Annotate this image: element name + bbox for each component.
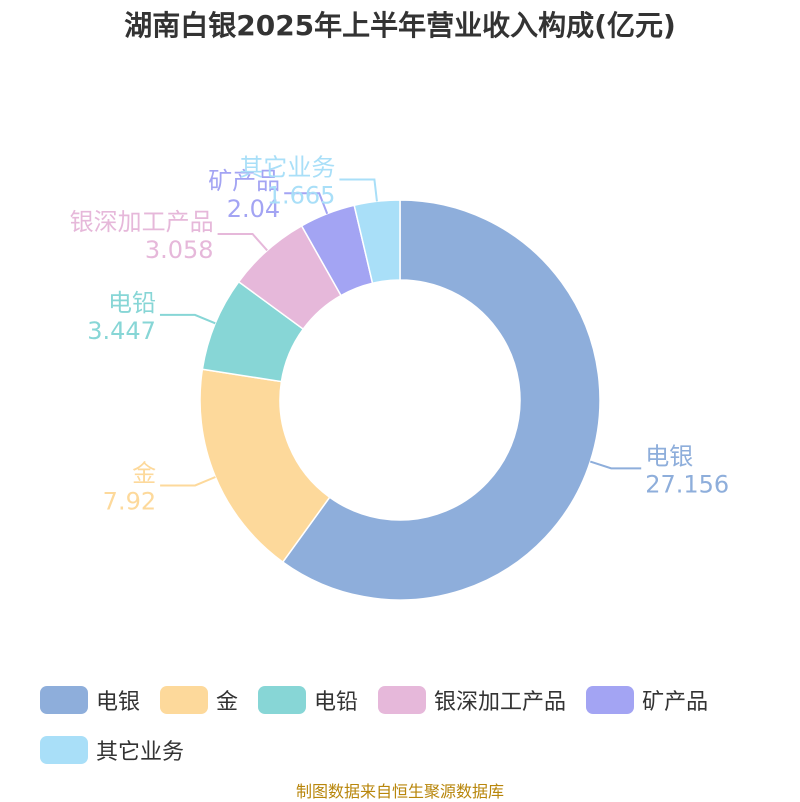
legend-label: 银深加工产品 <box>434 690 567 715</box>
slice-label-value: 7.92 <box>103 487 156 515</box>
leader-line <box>284 192 329 215</box>
chart-title: 湖南白银2025年上半年营业收入构成(亿元) <box>124 9 676 42</box>
leader-line <box>159 313 216 325</box>
slice-label-name: 电铅 <box>108 289 156 317</box>
slice-label-name: 电银 <box>645 442 693 470</box>
slice-label-name: 其它业务 <box>239 153 335 181</box>
leader-line <box>217 233 268 252</box>
donut-slice-其它业务[interactable] <box>353 199 401 285</box>
source-note: 制图数据来自恒生聚源数据库 <box>295 782 504 801</box>
legend-swatch <box>160 686 209 714</box>
slice-label-value: 27.156 <box>645 470 729 498</box>
legend-label: 其它业务 <box>96 740 185 765</box>
legend-label: 电铅 <box>314 690 359 715</box>
legend-swatch <box>378 686 427 714</box>
donut-slice-电银[interactable] <box>281 199 601 601</box>
slice-label-name: 金 <box>132 459 156 487</box>
legend: 电银 金 电铅 银深加工产品 矿产品 其它业务 <box>40 684 780 766</box>
slice-label-value: 1.665 <box>267 181 336 209</box>
slice-label-value: 2.04 <box>227 195 280 223</box>
legend-item-金[interactable]: 金 <box>160 684 238 716</box>
legend-swatch <box>258 686 307 714</box>
slice-label-value: 3.058 <box>145 236 214 264</box>
leader-line <box>160 476 216 487</box>
legend-label: 矿产品 <box>642 690 709 715</box>
slice-label-name: 银深加工产品 <box>70 208 214 236</box>
legend-item-电铅[interactable]: 电铅 <box>258 684 358 716</box>
legend-swatch <box>40 686 88 714</box>
legend-item-其它业务[interactable]: 其它业务 <box>40 734 184 766</box>
legend-label: 电银 <box>96 690 141 715</box>
slice-label-value: 3.447 <box>87 317 156 345</box>
legend-item-矿产品[interactable]: 矿产品 <box>586 684 708 716</box>
legend-swatch <box>586 686 635 714</box>
legend-item-电银[interactable]: 电银 <box>40 684 140 716</box>
legend-item-银深加工产品[interactable]: 银深加工产品 <box>378 684 566 716</box>
slice-label-name: 矿产品 <box>208 167 280 195</box>
legend-swatch <box>40 736 88 764</box>
leader-line <box>589 460 642 470</box>
leader-line <box>339 178 378 202</box>
legend-label: 金 <box>216 690 239 715</box>
